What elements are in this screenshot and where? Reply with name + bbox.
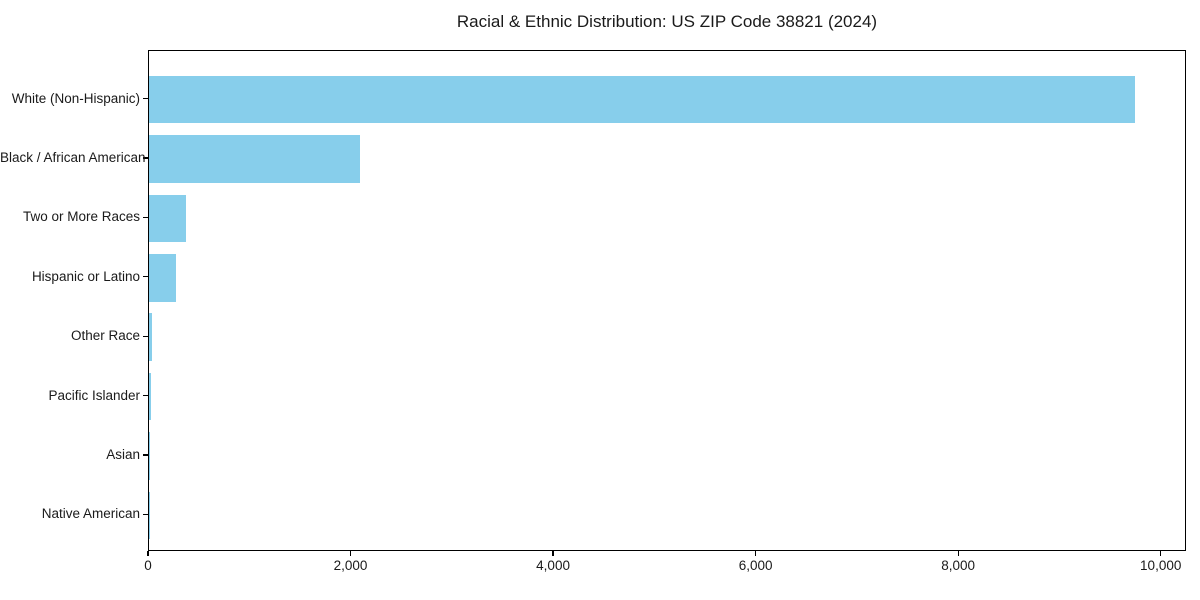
- y-axis-tick: [143, 276, 148, 278]
- bar-hispanic-or-latino: [149, 254, 176, 302]
- y-axis-label-two-or-more-races: Two or More Races: [22, 209, 140, 225]
- y-axis-tick: [143, 216, 148, 219]
- y-axis-tick: [143, 98, 148, 100]
- bar-black-african-american: [149, 135, 361, 183]
- x-axis-tick-label: 0: [144, 558, 152, 573]
- y-axis-label-black-african-american: Black / African American: [0, 150, 146, 166]
- bar-other-race: [149, 313, 153, 361]
- y-axis-label-hispanic-or-latino: Hispanic or Latino: [31, 268, 140, 284]
- bar-two-or-more-races: [149, 194, 186, 243]
- x-axis-tick: [552, 551, 554, 556]
- y-axis-label-asian: Asian: [106, 446, 140, 462]
- y-axis-tick: [143, 157, 148, 159]
- y-axis-label-pacific-islander: Pacific Islander: [48, 387, 140, 403]
- x-axis-tick: [1160, 551, 1162, 556]
- y-axis-tick: [143, 335, 148, 337]
- x-axis-tick: [754, 551, 757, 556]
- bar-pacific-islander: [149, 372, 151, 421]
- plot-area: [148, 50, 1186, 551]
- y-axis-tick: [143, 513, 148, 515]
- x-axis-tick-label: 10,000: [1140, 558, 1182, 573]
- y-axis-label-white-non-hispanic: White (Non-Hispanic): [11, 90, 140, 106]
- x-axis-tick-label: 6,000: [738, 558, 773, 573]
- y-axis-label-native-american: Native American: [41, 506, 140, 522]
- x-axis-tick: [349, 551, 352, 556]
- y-axis-tick: [143, 454, 148, 456]
- y-axis-tick: [143, 394, 148, 397]
- x-axis-tick-label: 2,000: [333, 558, 368, 573]
- x-axis-tick-label: 4,000: [536, 558, 570, 573]
- chart-title: Racial & Ethnic Distribution: US ZIP Cod…: [456, 12, 878, 31]
- x-axis-tick: [147, 551, 149, 556]
- bar-asian: [149, 432, 150, 480]
- bar-white-non-hispanic: [149, 75, 1136, 124]
- x-axis-tick-label: 8,000: [941, 558, 976, 573]
- y-axis-label-other-race: Other Race: [70, 328, 140, 344]
- x-axis-tick: [957, 551, 959, 556]
